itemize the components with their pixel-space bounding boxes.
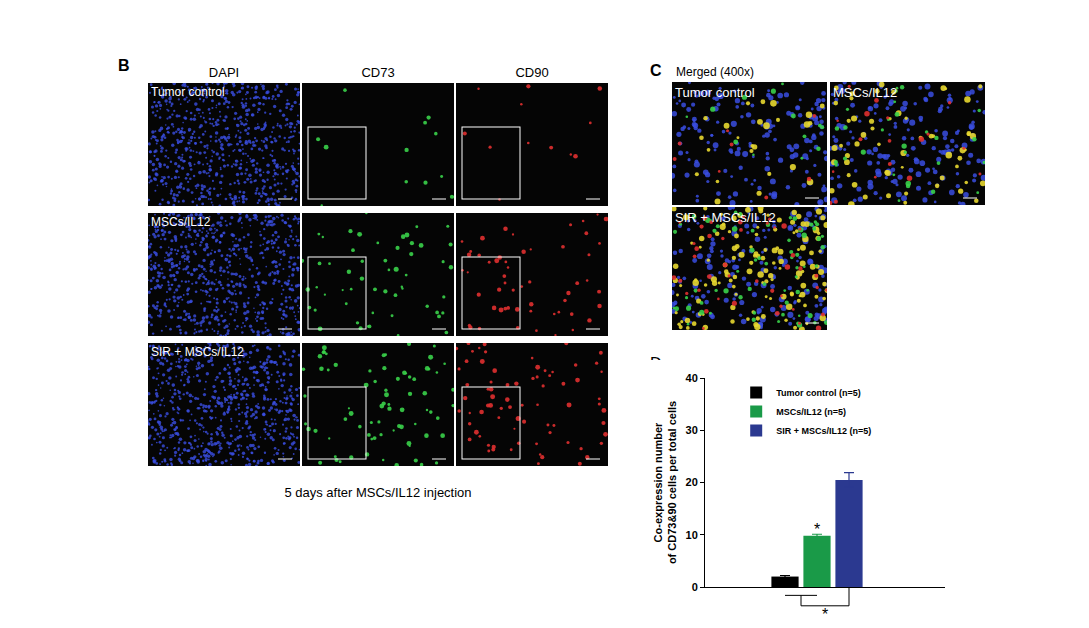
svg-text:Tumor control: Tumor control (675, 85, 755, 100)
svg-text:MSCs/IL12: MSCs/IL12 (151, 215, 211, 229)
svg-text:SIR + MSCs/IL12: SIR + MSCs/IL12 (675, 210, 776, 225)
svg-text:Tumor control (n=5): Tumor control (n=5) (776, 388, 861, 398)
svg-text:5 days after MSCs/IL12 injecti: 5 days after MSCs/IL12 injection (284, 485, 471, 500)
svg-text:CD90: CD90 (515, 65, 548, 80)
svg-text:Merged (400x): Merged (400x) (676, 65, 754, 79)
svg-text:D: D (650, 355, 662, 372)
svg-text:B: B (118, 57, 130, 74)
svg-text:0: 0 (692, 581, 698, 593)
svg-text:MSCs/IL12: MSCs/IL12 (833, 85, 897, 100)
svg-text:*: * (822, 606, 828, 623)
svg-text:MSCs/IL12 (n=5): MSCs/IL12 (n=5) (776, 407, 846, 417)
svg-text:30: 30 (686, 424, 698, 436)
svg-text:CD73: CD73 (361, 65, 394, 80)
svg-text:Tumor control: Tumor control (151, 85, 225, 99)
svg-text:Co-expression numberof CD73&90: Co-expression numberof CD73&90 cells per… (652, 401, 678, 564)
svg-text:20: 20 (686, 476, 698, 488)
svg-text:10: 10 (686, 529, 698, 541)
svg-text:SIR + MSCs/IL12 (n=5): SIR + MSCs/IL12 (n=5) (776, 426, 871, 436)
svg-text:40: 40 (686, 372, 698, 384)
svg-text:*: * (814, 521, 820, 538)
svg-text:SIR + MSCs/IL12: SIR + MSCs/IL12 (151, 345, 244, 359)
svg-text:DAPI: DAPI (209, 65, 239, 80)
svg-text:C: C (650, 62, 662, 79)
